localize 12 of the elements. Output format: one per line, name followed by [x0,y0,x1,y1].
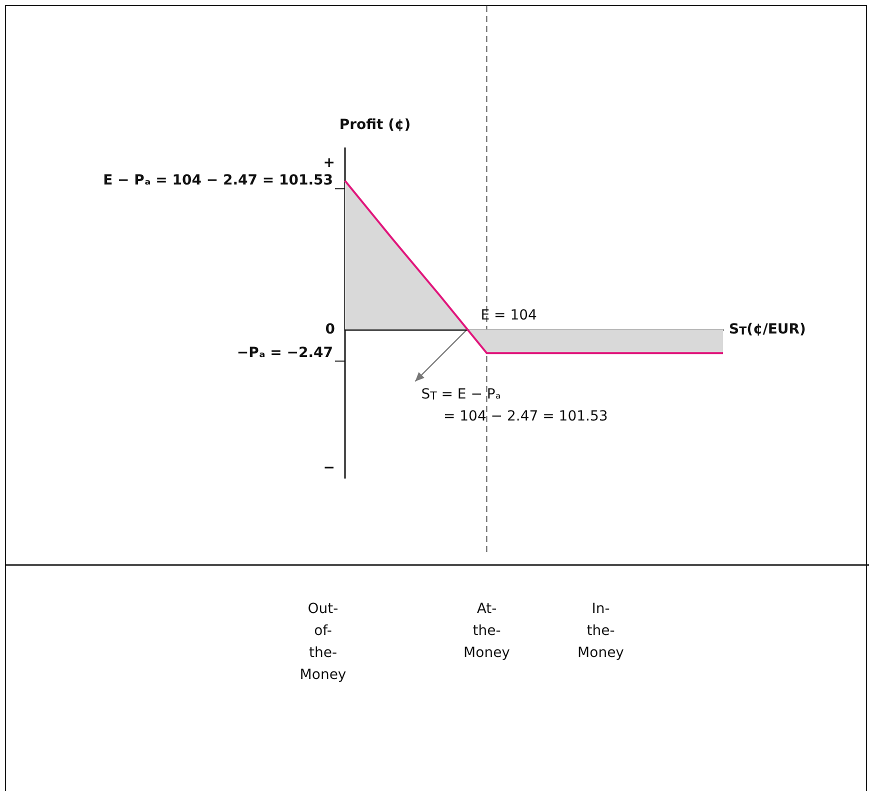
annotation: E = 104 [480,307,538,324]
x-axis-title: ST(¢/EUR) [729,321,806,338]
text: + [323,155,335,171]
y-axis-title: Profit (¢) [339,117,411,133]
text: Out-of-the-Money [300,601,346,683]
text: −Pₐ = −2.47 [236,345,333,362]
text: ST = E − Pₐ = 104 − 2.47 = 101.53 [421,386,608,424]
text: E − Pₐ = 104 − 2.47 = 101.53 [103,172,333,189]
text: At-the-Money [464,601,510,661]
text: − [323,460,335,476]
text: 0 [325,321,336,338]
text: In-the-Money [578,601,624,661]
